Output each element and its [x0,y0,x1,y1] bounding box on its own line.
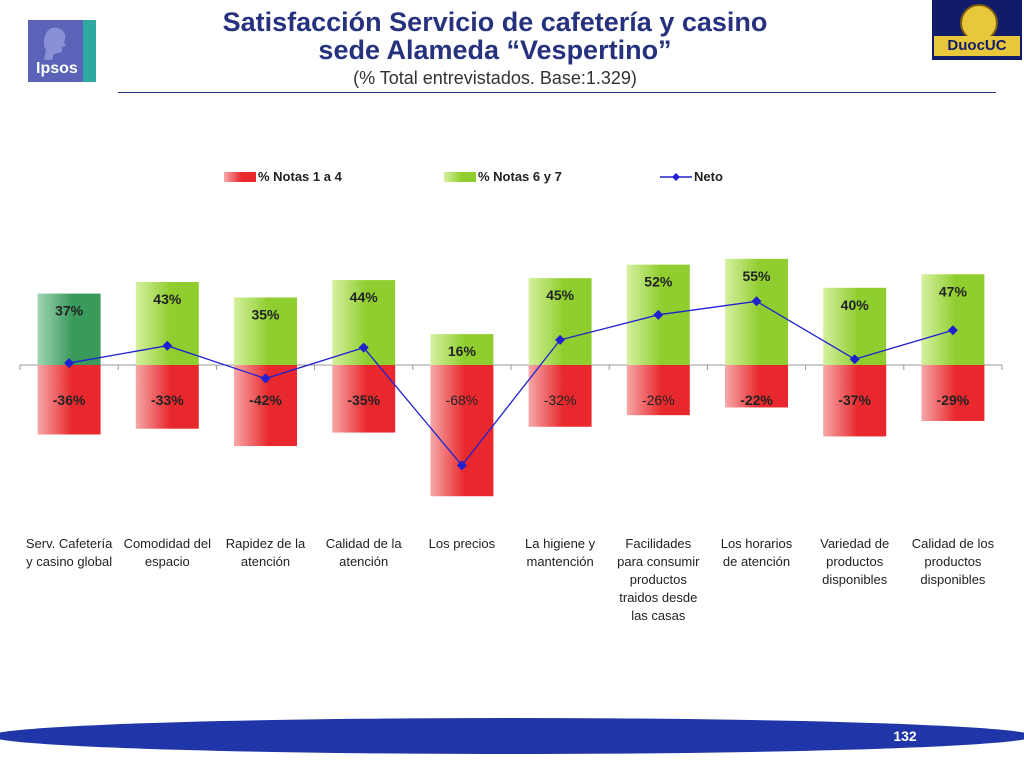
bar-positive [921,274,985,365]
data-labels-group: 37% -36% 43% -33% 35% -42% 44% -35% 16% -68% 45% -3… [53,268,970,408]
neto-point [751,296,762,307]
data-label-positive: 16% [448,343,477,359]
footer-band [0,718,1024,754]
data-label-positive: 44% [350,289,379,305]
page-number: 132 [893,728,917,744]
ipsos-logo: Ipsos [28,20,96,82]
title-divider [118,92,996,93]
neto-point [849,354,860,365]
bar-negative [823,365,887,437]
bar-negative [430,365,494,497]
neto-point [162,340,173,351]
bar-positive [725,258,788,365]
data-label-positive: 47% [939,283,968,299]
data-label-positive: 52% [644,274,673,290]
data-label-negative: -29% [937,392,970,408]
page-title: Satisfacción Servicio de cafetería y cas… [150,8,840,64]
data-label-negative: -32% [544,392,577,408]
category-label: Comodidad del espacio [124,536,212,569]
category-label: Los precios [429,536,496,551]
seal-icon [960,4,998,42]
neto-line [68,300,954,467]
neto-line-group [64,296,958,471]
bar-line-chart: % Notas 1 a 4 % Notas 6 y 7 Neto 37% -36% 43… [19,169,1003,623]
data-label-positive: 37% [55,303,84,319]
data-label-negative: -26% [642,392,675,408]
title-line-1: Satisfacción Servicio de cafetería y cas… [222,7,768,37]
bar-positive [823,287,887,365]
chart-legend: % Notas 1 a 4 % Notas 6 y 7 Neto [224,169,723,184]
head-silhouette-icon [44,27,66,60]
legend-label-0: % Notas 1 a 4 [258,169,343,184]
title-line-2: sede Alameda “Vespertino” [318,35,672,65]
data-label-positive: 43% [153,291,182,307]
legend-swatch-0 [224,172,256,182]
data-label-negative: -42% [249,392,282,408]
data-label-positive: 45% [546,287,575,303]
neto-point [947,325,958,336]
bar-negative [37,365,101,435]
data-label-positive: 55% [742,268,771,284]
bar-negative [921,365,985,421]
data-label-positive: 40% [841,297,870,313]
neto-point [456,460,467,471]
ipsos-logo-text: Ipsos [36,60,78,77]
category-label: Facilidades para consumir productos traidos… [617,536,700,623]
category-label: Calidad de los productos disponibles [912,536,995,587]
bar-positive [37,293,101,365]
category-label: Serv. Cafetería y casino global [26,536,113,569]
bars-group [37,258,985,497]
neto-point [358,342,369,353]
neto-point [260,373,271,384]
category-label: Los horarios de atención [721,536,793,569]
category-labels-group: Serv. Cafetería y casino global Comodidad … [26,536,995,623]
bar-negative [528,365,592,427]
data-label-negative: -33% [151,392,184,408]
data-label-negative: -68% [446,392,479,408]
category-label: Calidad de la atención [326,536,403,569]
bar-negative [332,365,396,433]
data-label-negative: -35% [347,392,380,408]
bar-negative [725,365,788,408]
neto-point [64,358,75,369]
data-label-negative: -36% [53,392,86,408]
legend-label-2: Neto [694,169,723,184]
bar-positive [430,334,494,365]
legend-label-1: % Notas 6 y 7 [478,169,562,184]
legend-swatch-1 [444,172,476,182]
neto-point [555,334,566,345]
bar-negative [135,365,199,429]
duocuc-logo-text: DuocUC [934,36,1020,56]
page-subtitle: (% Total entrevistados. Base:1.329) [353,68,637,88]
legend-diamond-marker [672,173,680,181]
bar-positive [528,278,592,365]
bar-positive [135,282,199,365]
duocuc-logo: DuocUC [932,0,1022,60]
bar-positive [234,297,297,365]
bar-negative [626,365,690,416]
category-label: La higiene y mantención [525,536,596,569]
data-label-positive: 35% [251,306,280,322]
category-label: Rapidez de la atención [226,536,306,569]
data-label-negative: -22% [740,392,773,408]
category-label: Variedad de productos disponibles [820,536,889,587]
data-label-negative: -37% [838,392,871,408]
neto-point [653,309,664,320]
